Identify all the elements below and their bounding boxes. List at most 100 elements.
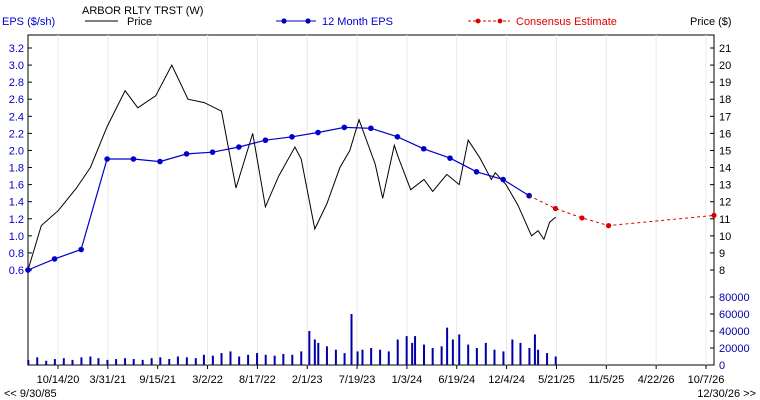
price-axis-label: 21 — [719, 43, 731, 55]
eps-point — [209, 149, 216, 155]
x-axis-label: 12/4/24 — [488, 374, 525, 386]
volume-axis-label: 60000 — [719, 309, 750, 321]
consensus-point — [711, 212, 717, 218]
eps-axis-labels: 0.6 0.8 1.0 1.2 1.4 1.6 1.8 2.0 2.2 2.4 2.6 2.8 3.0 3… — [9, 43, 24, 277]
volume-bar — [115, 359, 118, 365]
eps-point — [51, 256, 58, 262]
volume-bar — [554, 356, 557, 365]
eps-axis-label: 2.6 — [9, 94, 24, 106]
volume-bar — [62, 358, 65, 365]
volume-bar — [356, 351, 359, 365]
volume-bar — [124, 358, 127, 365]
x-axis-labels: 10/14/20 3/31/21 9/15/21 3/2/22 8/17/22 2/1/2… — [37, 374, 725, 386]
eps-point — [500, 176, 506, 183]
eps-point — [236, 144, 242, 150]
volume-bar — [519, 342, 522, 365]
volume-bar — [484, 342, 487, 365]
x-axis-label: 7/19/23 — [339, 374, 376, 386]
consensus-legend-dot — [475, 18, 481, 24]
price-axis-label: 19 — [719, 77, 731, 89]
volume-bar — [202, 354, 205, 365]
x-axis-label: 9/15/21 — [139, 374, 176, 386]
consensus-legend-dot — [497, 18, 503, 24]
volume-bar — [414, 336, 417, 365]
consensus-point — [579, 215, 585, 221]
eps-point — [157, 158, 163, 165]
consensus-point — [605, 223, 612, 229]
volume-bar — [423, 344, 426, 365]
volume-bar — [396, 339, 399, 365]
volume-bar — [194, 358, 197, 365]
price-axis-label: 13 — [719, 180, 731, 192]
price-axis-label: 15 — [719, 145, 731, 157]
volume-bar — [264, 354, 267, 365]
volume-bar — [308, 331, 311, 365]
volume-bar — [291, 354, 294, 365]
volume-bar — [317, 342, 320, 365]
price-line — [27, 63, 557, 271]
volume-bar — [220, 353, 223, 365]
price-axis-label: 8 — [719, 265, 725, 277]
volume-bars — [27, 314, 557, 365]
volume-bar — [411, 342, 414, 365]
volume-bar — [370, 348, 373, 365]
volume-bar — [467, 344, 470, 365]
eps-legend-dot — [305, 18, 311, 24]
volume-bar — [511, 339, 514, 365]
eps-axis-label: 0.8 — [9, 248, 24, 260]
price-axis-label: 12 — [719, 197, 731, 209]
legend: EPS ($/sh) ARBOR RLTY TRST (W) Price 12 … — [2, 5, 732, 28]
plot-frame — [27, 34, 715, 366]
eps-point — [473, 169, 480, 175]
eps-point — [25, 267, 31, 273]
price-axis-label: 20 — [719, 60, 731, 72]
volume-bar — [141, 359, 144, 365]
price-axis-label: 16 — [719, 128, 731, 140]
eps-point — [394, 134, 401, 140]
eps-line — [27, 126, 530, 271]
volume-bar — [106, 359, 109, 365]
volume-bar — [185, 357, 188, 365]
eps-axis-label: 3.0 — [9, 60, 24, 72]
volume-bar — [458, 334, 461, 365]
volume-bar — [132, 359, 135, 365]
volume-bar — [256, 353, 259, 365]
consensus-legend-label: Consensus Estimate — [516, 16, 617, 28]
volume-bar — [334, 349, 337, 365]
price-axis-title: Price ($) — [690, 16, 732, 28]
price-axis-label: 17 — [719, 111, 731, 123]
volume-axis-label: 40000 — [719, 326, 750, 338]
volume-bar — [211, 355, 214, 365]
volume-bar — [313, 339, 316, 365]
eps-axis-label: 2.0 — [9, 145, 24, 157]
eps-point — [341, 124, 348, 131]
volume-bar — [361, 349, 364, 365]
eps-point — [368, 125, 374, 132]
eps-point — [289, 134, 295, 140]
volume-bar — [168, 359, 171, 365]
volume-bar — [150, 358, 153, 365]
volume-bar — [45, 360, 48, 365]
eps-axis-label: 1.6 — [9, 180, 24, 192]
x-axis-label: 6/19/24 — [438, 374, 475, 386]
volume-bar — [325, 346, 328, 365]
eps-axis-label: 0.6 — [9, 265, 24, 277]
eps-point — [78, 246, 84, 253]
volume-bar — [537, 349, 540, 365]
eps-axis-label: 2.8 — [9, 77, 24, 89]
eps-point — [315, 129, 321, 136]
volume-bar — [405, 336, 408, 365]
volume-axis-label: 20000 — [719, 343, 750, 355]
price-axis-label: 10 — [719, 231, 731, 243]
volume-axis-label: 80000 — [719, 292, 750, 304]
volume-bar — [343, 353, 346, 365]
x-axis-label: 1/3/24 — [392, 374, 423, 386]
gridlines — [57, 35, 707, 365]
price-axis-label: 9 — [719, 248, 725, 260]
volume-bar — [89, 356, 92, 365]
volume-bar — [282, 353, 285, 365]
consensus-point — [552, 205, 559, 212]
eps-point — [183, 151, 190, 157]
volume-bar — [493, 349, 496, 365]
volume-bar — [379, 349, 382, 365]
